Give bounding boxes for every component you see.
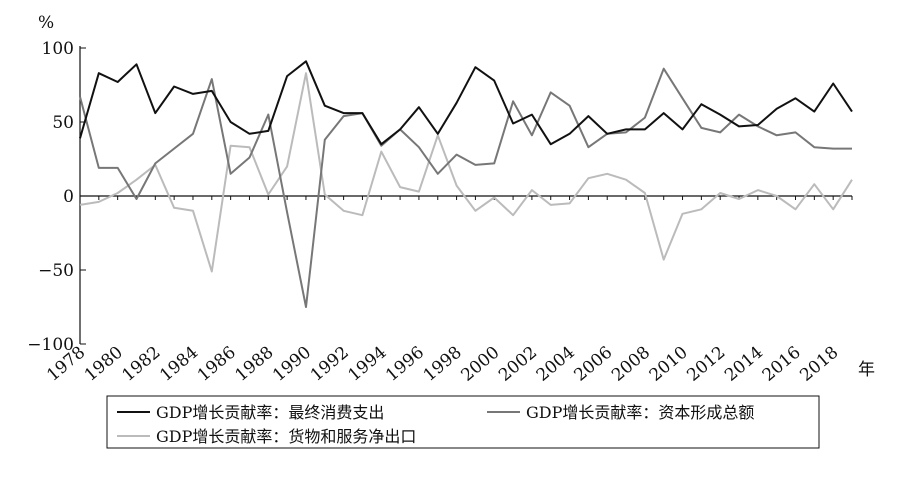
x-tick-label: 2008 (608, 343, 654, 386)
y-unit-label: % (38, 13, 54, 33)
series-line-consumption (79, 60, 853, 146)
x-tick-label: 2004 (533, 343, 579, 386)
legend: GDP增长贡献率：最终消费支出 GDP增长贡献率：资本形成总额 GDP增长贡献率… (106, 395, 820, 449)
legend-label-capital: GDP增长贡献率：资本形成总额 (526, 403, 754, 422)
x-tick-label: 2006 (570, 343, 616, 386)
x-tick-label: 2000 (457, 343, 503, 386)
x-tick-label: 1988 (232, 343, 278, 386)
x-tick-label: 1996 (382, 343, 428, 386)
x-tick-label: 1982 (119, 343, 165, 386)
x-tick-label: 2016 (759, 343, 805, 386)
x-tick-label: 2010 (646, 343, 692, 386)
series-lines (79, 60, 853, 308)
series-line-capital (79, 67, 852, 308)
x-tick-label: 2014 (721, 343, 767, 386)
y-tick-label: 100 (42, 39, 74, 59)
x-axis-ticks: 1978198019821984198619881990199219941996… (43, 196, 853, 386)
chart-axes (79, 46, 852, 344)
y-tick-label: −50 (38, 261, 74, 281)
y-tick-label: 50 (52, 113, 74, 133)
x-tick-label: 1986 (194, 343, 240, 386)
x-tick-label: 1994 (344, 343, 390, 386)
x-tick-label: 1980 (81, 343, 127, 386)
x-tick-label: 2012 (683, 343, 729, 386)
y-axis-ticks: 100 50 0 −50 −100 (27, 39, 86, 355)
x-tick-label: 2002 (495, 343, 541, 386)
x-tick-label: 1992 (307, 343, 353, 386)
x-tick-label: 1990 (269, 343, 315, 386)
x-unit-label: 年 (858, 360, 875, 380)
x-tick-label: 2018 (796, 343, 842, 386)
legend-label-net-exports: GDP增长贡献率：货物和服务净出口 (156, 427, 416, 446)
y-tick-label: 0 (63, 187, 74, 207)
series-line-net-exports (79, 72, 853, 273)
x-tick-label: 1984 (156, 343, 202, 386)
legend-label-consumption: GDP增长贡献率：最终消费支出 (156, 403, 384, 422)
x-tick-label: 1998 (420, 343, 466, 386)
legend-box (106, 395, 820, 449)
y-tick-label: −100 (27, 335, 74, 355)
